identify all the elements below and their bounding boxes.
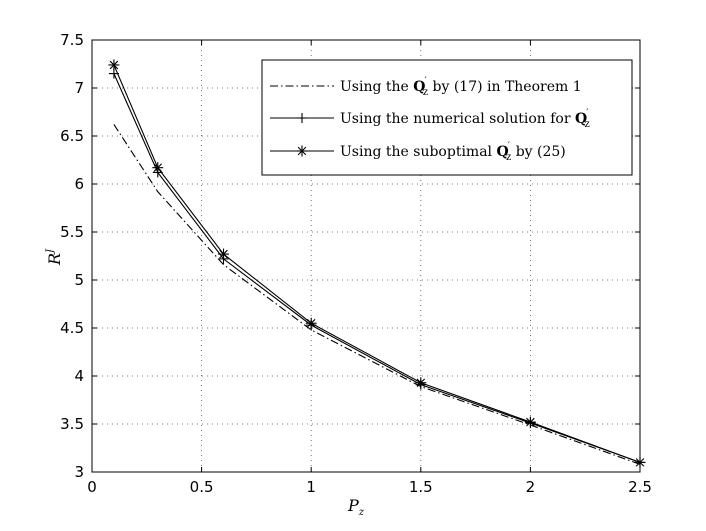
x-tick-label: 1 <box>306 478 316 496</box>
legend-entry-1: Using the Q′ z by (17) in Theorem 1 <box>270 76 582 98</box>
legend-label: Using the suboptimal Q′ z by (25) <box>340 141 566 163</box>
y-tick-label: 6.5 <box>60 127 84 145</box>
series-3-star-marker <box>218 248 230 260</box>
y-tick-label: 5 <box>74 271 84 289</box>
y-axis-title: RJ <box>45 248 64 266</box>
series-3-star-marker <box>524 416 536 428</box>
grid-lines <box>92 40 640 472</box>
legend-entries: Using the Q′ z by (17) in Theorem 1 Using … <box>270 76 590 163</box>
x-axis-title: Pz <box>347 496 365 518</box>
y-tick-label: 4 <box>74 367 84 385</box>
y-tick-label: 7.5 <box>60 31 84 49</box>
y-tick-label: 6 <box>74 175 84 193</box>
legend-2-plus-marker <box>297 113 307 123</box>
x-tick-label: 0.5 <box>190 478 214 496</box>
legend-entry-3: Using the suboptimal Q′ z by (25) <box>270 141 566 163</box>
legend-label: Using the numerical solution for Q′ z <box>340 108 590 130</box>
series-3-star-marker <box>108 59 120 71</box>
x-tick-label: 0 <box>87 478 97 496</box>
x-tick-label: 1.5 <box>409 478 433 496</box>
y-tick-label: 5.5 <box>60 223 84 241</box>
y-tick-label: 3 <box>74 463 84 481</box>
series-3-star-marker <box>152 162 164 174</box>
series-layer <box>108 59 646 468</box>
x-tick-label: 2 <box>526 478 536 496</box>
y-tick-label: 4.5 <box>60 319 84 337</box>
legend-3-star-marker <box>296 145 308 157</box>
legend-label: Using the Q′ z by (17) in Theorem 1 <box>340 76 582 98</box>
axis-ticks: 0 0.5 1 1.5 2 2.5 3 3.5 4 4.5 5 5.5 6 6.5 7 7.5 <box>60 31 652 496</box>
series-3-star-marker <box>305 317 317 329</box>
series-3-star-marker <box>415 377 427 389</box>
legend-entry-2: Using the numerical solution for Q′ z <box>270 108 590 130</box>
x-tick-label: 2.5 <box>628 478 652 496</box>
plot-frame <box>91 39 641 473</box>
y-tick-label: 3.5 <box>60 415 84 433</box>
y-tick-label: 7 <box>74 79 84 97</box>
legend: Using the Q′ z by (17) in Theorem 1 Using … <box>261 59 633 176</box>
